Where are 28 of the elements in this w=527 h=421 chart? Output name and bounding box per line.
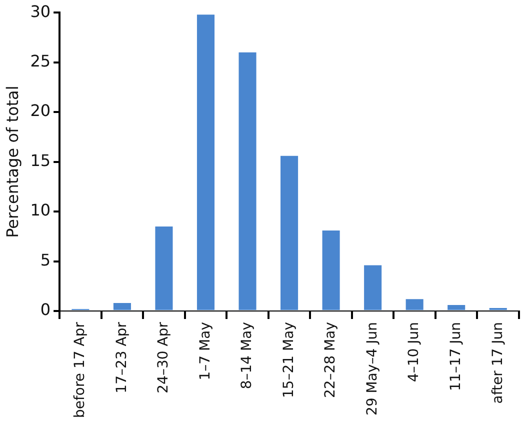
x-tick-label: 8–14 May <box>239 322 256 390</box>
x-tick-label: 1–7 May <box>197 322 214 380</box>
y-tick-label: 15 <box>30 150 51 170</box>
bar <box>113 303 131 310</box>
bar <box>238 52 256 310</box>
bar <box>322 230 340 310</box>
bar <box>364 265 382 310</box>
y-axis-title: Percentage of total <box>2 86 22 238</box>
x-tick-label: 11–17 Jun <box>448 322 464 391</box>
x-tick-label: 15–21 May <box>280 322 297 398</box>
x-tick-label: 24–30 Apr <box>156 322 172 394</box>
y-tick-label: 20 <box>30 101 51 120</box>
y-tick-label: 5 <box>40 250 51 270</box>
y-tick-label: 25 <box>30 51 51 70</box>
y-tick-label: 0 <box>40 300 51 320</box>
bar <box>448 305 466 310</box>
bar <box>406 299 424 310</box>
x-tick-label: after 17 Jun <box>490 322 506 404</box>
x-tick-label: before 17 Apr <box>72 322 88 418</box>
bar <box>196 14 215 310</box>
x-tick-label: 17–23 Apr <box>114 322 130 394</box>
x-tick-label: 4–10 Jun <box>406 322 422 382</box>
y-tick-label: 30 <box>30 2 51 21</box>
bar <box>280 156 298 310</box>
x-tick-label: 22–28 May <box>322 322 339 398</box>
bar <box>155 226 173 310</box>
y-tick-label: 10 <box>30 200 51 220</box>
x-tick-label: 29 May–4 Jun <box>364 322 380 416</box>
